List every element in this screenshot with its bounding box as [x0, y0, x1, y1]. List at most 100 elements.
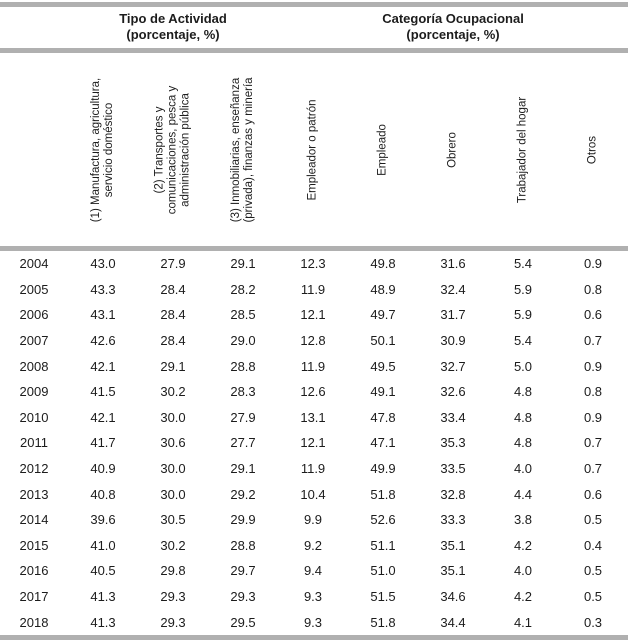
value-cell: 9.3	[303, 589, 323, 605]
value-cell: 30.2	[160, 537, 186, 553]
value-cell: 0.8	[583, 384, 603, 400]
value-cell: 51.8	[370, 614, 396, 630]
value-cell: 0.5	[583, 589, 603, 605]
value-cell: 47.1	[370, 435, 396, 451]
value-cell: 51.5	[370, 589, 396, 605]
value-cell: 50.1	[370, 333, 396, 349]
value-cell: 0.4	[583, 537, 603, 553]
year-cell: 2015	[19, 537, 49, 553]
table-row: 2017 41.3 29.3 29.3 9.3 51.5 34.6 4.2 0.5	[0, 584, 628, 610]
value-cell: 41.5	[90, 384, 116, 400]
value-cell: 30.5	[160, 512, 186, 528]
value-cell: 0.9	[583, 358, 603, 374]
value-cell: 41.7	[90, 435, 116, 451]
value-cell: 0.9	[583, 409, 603, 425]
value-cell: 33.4	[440, 409, 466, 425]
value-cell: 27.7	[230, 435, 256, 451]
value-cell: 34.4	[440, 614, 466, 630]
value-cell: 28.4	[160, 281, 186, 297]
value-cell: 5.4	[513, 256, 533, 272]
table-row: 2015 41.0 30.2 28.8 9.2 51.1 35.1 4.2 0.4	[0, 533, 628, 559]
column-header-label: Empleador o patrón	[306, 99, 319, 201]
column-header-label: (3) Inmobiliarias, enseñanza (privada), …	[230, 76, 255, 223]
value-cell: 0.6	[583, 307, 603, 323]
value-cell: 49.9	[370, 461, 396, 477]
value-cell: 52.6	[370, 512, 396, 528]
group-header-spacer	[0, 4, 68, 53]
value-cell: 3.8	[513, 512, 533, 528]
value-cell: 4.8	[513, 384, 533, 400]
value-cell: 4.1	[513, 614, 533, 630]
table-row: 2006 43.1 28.4 28.5 12.1 49.7 31.7 5.9 0.6	[0, 302, 628, 328]
value-cell: 29.5	[230, 614, 256, 630]
year-cell: 2010	[19, 409, 49, 425]
value-cell: 0.5	[583, 563, 603, 579]
value-cell: 35.3	[440, 435, 466, 451]
value-cell: 28.8	[230, 537, 256, 553]
value-cell: 34.6	[440, 589, 466, 605]
value-cell: 47.8	[370, 409, 396, 425]
value-cell: 32.8	[440, 486, 466, 502]
table-row: 2007 42.6 28.4 29.0 12.8 50.1 30.9 5.4 0.7	[0, 328, 628, 354]
column-header-trabajador-hogar: Trabajador del hogar	[488, 50, 558, 251]
value-cell: 4.0	[513, 563, 533, 579]
table-row: 2008 42.1 29.1 28.8 11.9 49.5 32.7 5.0 0.9	[0, 353, 628, 379]
value-cell: 32.7	[440, 358, 466, 374]
table-row: 2013 40.8 30.0 29.2 10.4 51.8 32.8 4.4 0.6	[0, 481, 628, 507]
group-header-categoria-ocupacional: Categoría Ocupacional (porcentaje, %)	[278, 4, 628, 53]
value-cell: 42.1	[90, 358, 116, 374]
group-title: Tipo de Actividad	[119, 11, 227, 26]
value-cell: 5.9	[513, 307, 533, 323]
value-cell: 4.4	[513, 486, 533, 502]
value-cell: 28.3	[230, 384, 256, 400]
value-cell: 0.7	[583, 435, 603, 451]
year-cell: 2009	[19, 384, 49, 400]
value-cell: 49.7	[370, 307, 396, 323]
group-title: Categoría Ocupacional	[382, 11, 524, 26]
table-row: 2009 41.5 30.2 28.3 12.6 49.1 32.6 4.8 0.8	[0, 379, 628, 405]
year-cell: 2011	[20, 435, 48, 451]
value-cell: 4.0	[513, 461, 533, 477]
value-cell: 12.8	[300, 333, 326, 349]
value-cell: 9.2	[303, 537, 323, 553]
column-header-row: (1) Manufactura, agricultura, servicio d…	[0, 50, 628, 251]
table-row: 2011 41.7 30.6 27.7 12.1 47.1 35.3 4.8 0.7	[0, 430, 628, 456]
value-cell: 0.9	[583, 256, 603, 272]
value-cell: 48.9	[370, 281, 396, 297]
value-cell: 5.0	[513, 358, 533, 374]
column-header-inmobiliarias: (3) Inmobiliarias, enseñanza (privada), …	[208, 50, 278, 251]
value-cell: 29.3	[160, 614, 186, 630]
value-cell: 42.6	[90, 333, 116, 349]
table-row: 2012 40.9 30.0 29.1 11.9 49.9 33.5 4.0 0.7	[0, 456, 628, 482]
value-cell: 4.8	[513, 435, 533, 451]
value-cell: 32.4	[440, 281, 466, 297]
column-header-label: Empleado	[376, 123, 389, 176]
value-cell: 32.6	[440, 384, 466, 400]
value-cell: 49.1	[370, 384, 396, 400]
value-cell: 28.8	[230, 358, 256, 374]
value-cell: 31.6	[440, 256, 466, 272]
value-cell: 40.8	[90, 486, 116, 502]
value-cell: 30.0	[160, 409, 186, 425]
column-header-transportes: (2) Transportes y comunicaciones, pesca …	[138, 50, 208, 251]
value-cell: 5.4	[513, 333, 533, 349]
value-cell: 12.1	[300, 307, 326, 323]
value-cell: 41.0	[90, 537, 116, 553]
value-cell: 35.1	[440, 537, 466, 553]
column-header-empleador: Empleador o patrón	[278, 50, 348, 251]
value-cell: 9.9	[303, 512, 323, 528]
column-header-label: (2) Transportes y comunicaciones, pesca …	[153, 85, 192, 214]
value-cell: 29.7	[230, 563, 256, 579]
table-row: 2018 41.3 29.3 29.5 9.3 51.8 34.4 4.1 0.3	[0, 609, 628, 637]
group-header-tipo-actividad: Tipo de Actividad (porcentaje, %)	[68, 4, 278, 53]
year-cell: 2006	[19, 307, 49, 323]
value-cell: 29.1	[230, 256, 256, 272]
value-cell: 0.5	[583, 512, 603, 528]
value-cell: 11.9	[300, 281, 326, 297]
value-cell: 28.5	[230, 307, 256, 323]
year-cell: 2017	[19, 589, 49, 605]
value-cell: 29.3	[160, 589, 186, 605]
value-cell: 31.7	[440, 307, 466, 323]
